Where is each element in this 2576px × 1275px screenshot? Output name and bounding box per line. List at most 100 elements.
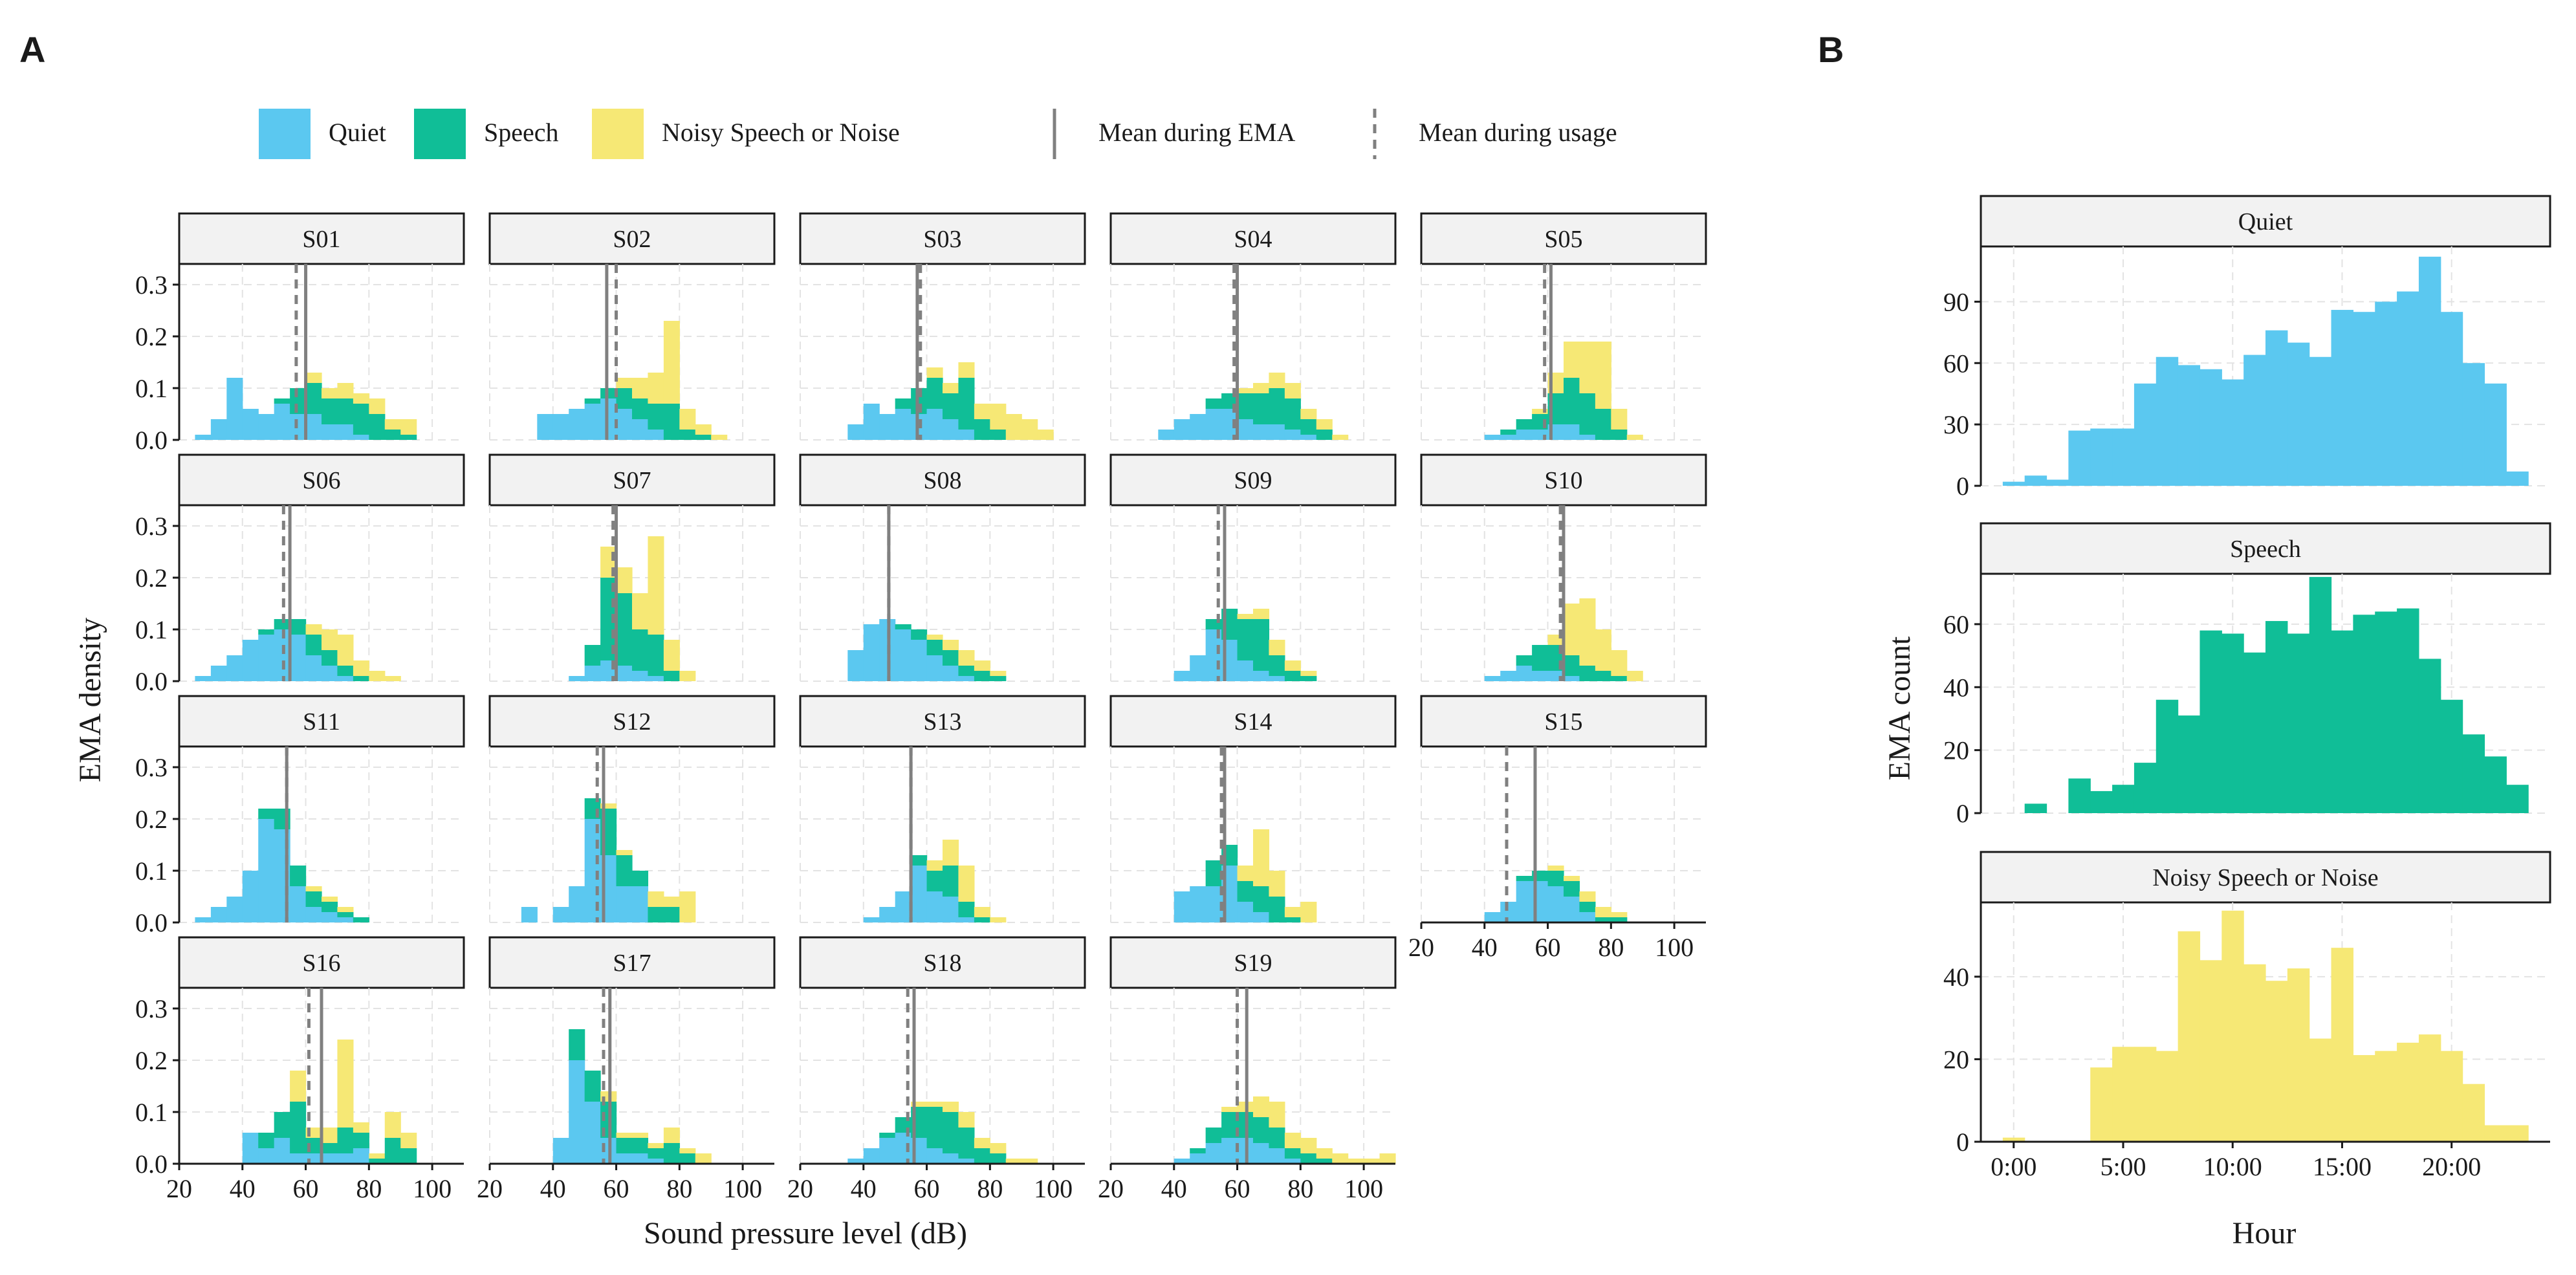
hour-bar [2397,291,2419,486]
bar-noisy [648,373,664,404]
bar-speech [584,1071,601,1102]
bar-speech [926,1107,943,1148]
bar-speech [632,398,649,419]
bar-quiet [958,676,975,681]
hour-bar [2397,1042,2419,1142]
hour-bar [2243,964,2266,1142]
bar-noisy [943,840,959,866]
bar-noisy [1300,902,1317,922]
x-tick-label: 60 [1225,1174,1250,1203]
bar-speech [990,1153,1007,1164]
bar-speech [353,676,369,681]
bar-noisy [958,362,975,378]
bar-speech [1269,388,1285,424]
bar-noisy [695,1153,712,1164]
bar-noisy [322,629,338,650]
bar-noisy [1595,907,1611,917]
bar-speech [290,866,307,886]
bar-noisy [1253,609,1270,619]
bar-quiet [353,1148,369,1164]
bar-quiet [632,886,649,922]
facet-label: Quiet [2238,208,2293,235]
bar-speech [569,1029,585,1060]
facet-s13: S13 [799,695,1086,923]
hour-bar [2440,699,2463,813]
facet-strip [1980,195,2551,248]
bar-speech [974,419,990,440]
bar-noisy [353,660,369,676]
bar-quiet [1500,671,1517,681]
bar-quiet [943,666,959,681]
bar-speech [1269,897,1285,922]
hour-bar [2265,621,2288,813]
facet-label: S19 [1234,950,1272,977]
facet-label: S12 [613,708,651,736]
bar-noisy [1237,866,1254,881]
bar-noisy [711,435,728,440]
bar-quiet [290,414,307,440]
bar-speech [400,1148,417,1164]
facet-label: S02 [613,226,651,253]
bar-noisy [1611,650,1628,676]
hour-bar [2375,611,2397,813]
hour-bar [2418,256,2441,486]
bar-noisy [1284,1133,1301,1148]
bar-speech [353,404,369,435]
bar-noisy [1284,907,1301,917]
bar-quiet [1547,886,1564,922]
bar-quiet [1237,419,1254,440]
bar-noisy [1005,1159,1022,1164]
bar-speech [290,619,307,635]
bar-noisy [305,373,322,383]
bar-quiet [210,907,227,922]
bar-noisy [1611,912,1628,917]
bar-speech [258,809,275,819]
bar-noisy [958,650,975,666]
bar-noisy [1595,342,1611,409]
bar-quiet [322,424,338,440]
bar-quiet [1564,424,1580,440]
bar-quiet [911,866,928,922]
bar-speech [384,1138,401,1164]
bar-noisy [943,640,959,650]
bar-quiet [863,917,880,922]
bar-noisy [1595,629,1611,671]
bar-quiet [1253,671,1270,681]
bar-noisy [1532,409,1549,414]
facet-strip [488,936,776,989]
hour-bar [2484,1125,2507,1142]
bar-noisy [926,1102,943,1107]
facet-strip [1109,212,1397,265]
y-tick-label: 0.1 [135,374,168,403]
facet-s12: S12 [488,695,776,923]
bar-quiet [1237,902,1254,922]
bar-noisy [1364,1159,1381,1164]
bar-quiet [1205,1143,1222,1164]
facet-strip [799,695,1086,748]
panel-a-y-axis-title: EMA density [73,618,107,783]
bar-quiet [195,917,212,922]
hour-bar [2265,330,2288,486]
legend-mean-usage-label: Mean during usage [1419,118,1617,147]
bar-quiet [337,917,354,922]
bar-quiet [1205,409,1222,440]
bar-noisy [943,383,959,393]
facet-strip [1980,851,2551,904]
bar-speech [1237,881,1254,902]
y-tick-label: 0.0 [135,426,168,455]
bar-noisy [337,907,354,912]
hour-bar [2506,1125,2529,1142]
facet-strip [178,936,465,989]
bar-quiet [195,435,212,440]
x-tick-label: 40 [851,1174,877,1203]
y-tick-label: 0.2 [135,563,168,593]
bar-noisy [926,367,943,378]
x-tick-label: 60 [914,1174,940,1203]
bar-speech [663,404,680,440]
bar-quiet [926,891,943,922]
y-tick-label: 0.1 [135,1098,168,1127]
bar-quiet [337,424,354,440]
y-tick-label: 30 [1943,410,1969,439]
bar-quiet [552,1138,569,1164]
bar-quiet [1173,671,1190,681]
